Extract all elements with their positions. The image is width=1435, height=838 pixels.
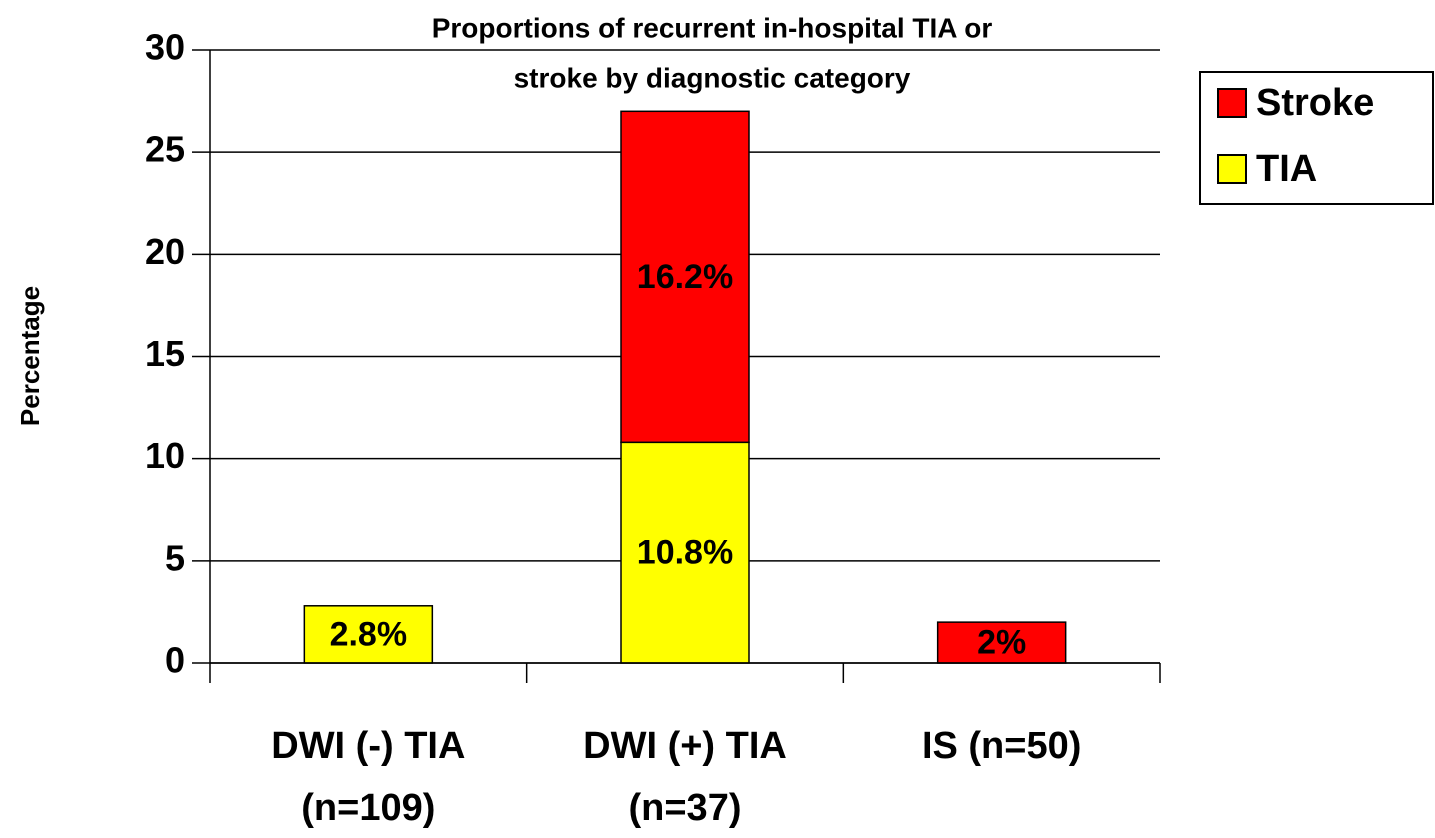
legend-swatch	[1217, 88, 1247, 118]
legend-label: Stroke	[1256, 82, 1374, 124]
bar-segment	[303, 605, 434, 664]
data-label: 16.2%	[637, 258, 733, 296]
x-tick-label: DWI (+) TIA	[583, 725, 787, 767]
x-tick-label: (n=37)	[629, 787, 742, 829]
y-tick-label: 30	[145, 27, 185, 68]
data-label: 2.8%	[330, 615, 408, 653]
bar-segment	[936, 621, 1067, 664]
y-tick-label: 10	[145, 435, 185, 476]
x-tick-label: DWI (-) TIA	[271, 725, 465, 767]
y-tick-label: 0	[165, 640, 185, 681]
legend-label: TIA	[1256, 148, 1317, 190]
data-label: 10.8%	[637, 534, 733, 572]
y-tick-label: 25	[145, 129, 185, 170]
bar-segment	[620, 441, 750, 664]
legend-swatch	[1217, 154, 1247, 184]
y-tick-label: 15	[145, 333, 185, 374]
y-tick-label: 5	[165, 537, 185, 578]
bar-segment	[620, 110, 750, 444]
chart-title: stroke by diagnostic category	[514, 62, 911, 93]
x-tick-label: (n=109)	[301, 787, 435, 829]
y-tick-label: 20	[145, 231, 185, 272]
y-axis-label: Percentage	[15, 286, 45, 426]
chart-title: Proportions of recurrent in-hospital TIA…	[432, 12, 993, 43]
data-label: 2%	[977, 624, 1026, 662]
x-tick-label: IS (n=50)	[922, 725, 1081, 767]
